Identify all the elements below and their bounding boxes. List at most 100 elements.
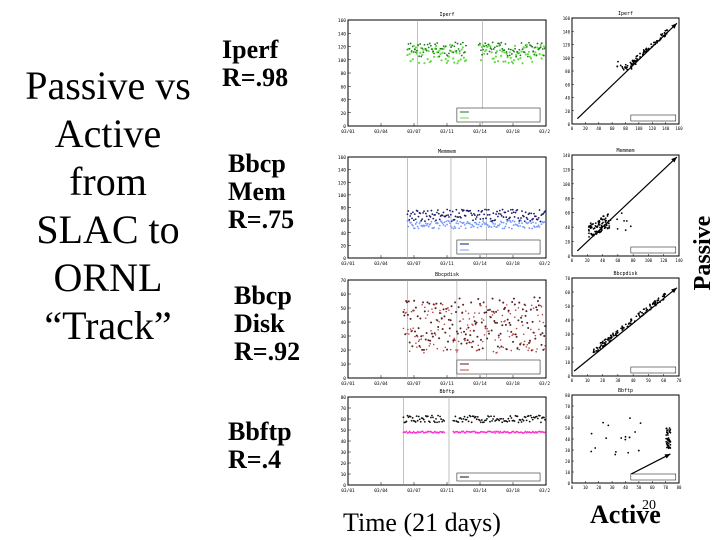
active-point (430, 209, 433, 212)
active-point (509, 208, 512, 211)
passive-point (452, 341, 455, 343)
active-point (410, 419, 413, 422)
passive-point (462, 56, 466, 59)
scatter-point (615, 332, 617, 335)
passive-point (509, 312, 512, 315)
active-point (409, 42, 412, 45)
active-point (413, 48, 416, 51)
scatter-point (629, 320, 632, 323)
passive-point (425, 348, 428, 351)
active-point (531, 45, 534, 48)
active-point (454, 415, 457, 418)
passive-point (426, 58, 429, 61)
active-point (481, 209, 484, 212)
passive-point (497, 336, 500, 339)
active-point (502, 216, 505, 218)
passive-point (419, 221, 422, 223)
active-point (524, 416, 527, 419)
scatter-point (616, 65, 619, 68)
active-point (512, 297, 515, 300)
passive-point (453, 225, 456, 228)
active-point (488, 308, 491, 311)
scatter-point (594, 224, 597, 227)
active-point (427, 46, 430, 49)
x-tick-label: 03/01 (341, 261, 355, 267)
scatter-point (666, 443, 669, 446)
y-tick-label: 0 (343, 256, 346, 262)
scatter-point (665, 440, 668, 443)
scatter-point (587, 228, 590, 231)
x-tick-label: 03/04 (374, 381, 388, 387)
passive-point (480, 225, 483, 228)
y-tick-label: 10 (341, 472, 347, 478)
passive-point (510, 349, 513, 352)
passive-point (499, 430, 502, 433)
active-point (407, 43, 410, 45)
active-point (428, 302, 431, 305)
active-point (504, 211, 507, 214)
active-point (500, 41, 503, 44)
scatter-point (605, 224, 608, 227)
y-tick-label: 40 (565, 225, 570, 230)
x-tick-label: 03/21 (539, 381, 550, 387)
passive-point (443, 221, 446, 224)
active-point (470, 212, 473, 215)
active-point (404, 333, 407, 336)
active-point (485, 311, 488, 314)
passive-point (492, 57, 495, 60)
passive-point (485, 48, 488, 52)
active-point (529, 220, 532, 222)
scatter-point (624, 63, 627, 66)
active-point (453, 218, 456, 221)
passive-point (509, 56, 512, 59)
passive-point (502, 431, 505, 434)
active-point (518, 301, 521, 304)
active-point (532, 217, 534, 220)
active-point (422, 348, 425, 351)
active-point (536, 42, 539, 45)
passive-point (529, 341, 531, 343)
active-point (446, 348, 449, 351)
active-point (431, 414, 433, 417)
passive-point (517, 225, 520, 228)
active-point (540, 343, 543, 346)
passive-point (470, 341, 472, 344)
active-point (478, 419, 481, 422)
active-point (457, 48, 460, 50)
passive-point (439, 309, 441, 312)
y-tick-label: 120 (338, 180, 346, 186)
passive-point (412, 327, 415, 329)
active-point (461, 208, 463, 211)
passive-point (448, 309, 450, 311)
active-point (513, 216, 516, 218)
scatter-point (642, 51, 645, 54)
scatter-point (598, 221, 601, 224)
active-point (544, 418, 546, 421)
x-tick-label: 60 (615, 258, 620, 263)
passive-point (432, 55, 436, 58)
passive-point (480, 304, 482, 307)
active-axis-label: Active (590, 500, 661, 529)
passive-point (441, 303, 444, 306)
passive-point (523, 340, 526, 343)
passive-point (523, 226, 526, 229)
active-point (453, 45, 456, 48)
passive-point (452, 57, 455, 60)
passive-point (523, 46, 526, 49)
scatter-point (592, 350, 595, 352)
scatter-point (657, 297, 660, 300)
passive-point (427, 310, 430, 312)
passive-point (459, 431, 462, 434)
passive-point (538, 53, 541, 56)
trend-arrow (630, 453, 671, 475)
active-point (529, 308, 532, 311)
passive-point (469, 223, 472, 225)
scatter-point (667, 442, 670, 445)
active-point (461, 41, 464, 44)
active-point (479, 302, 482, 305)
scatter-point (594, 447, 597, 449)
passive-point (514, 316, 516, 318)
active-point (528, 41, 530, 44)
scatter-point (622, 326, 625, 329)
passive-point (437, 227, 440, 230)
